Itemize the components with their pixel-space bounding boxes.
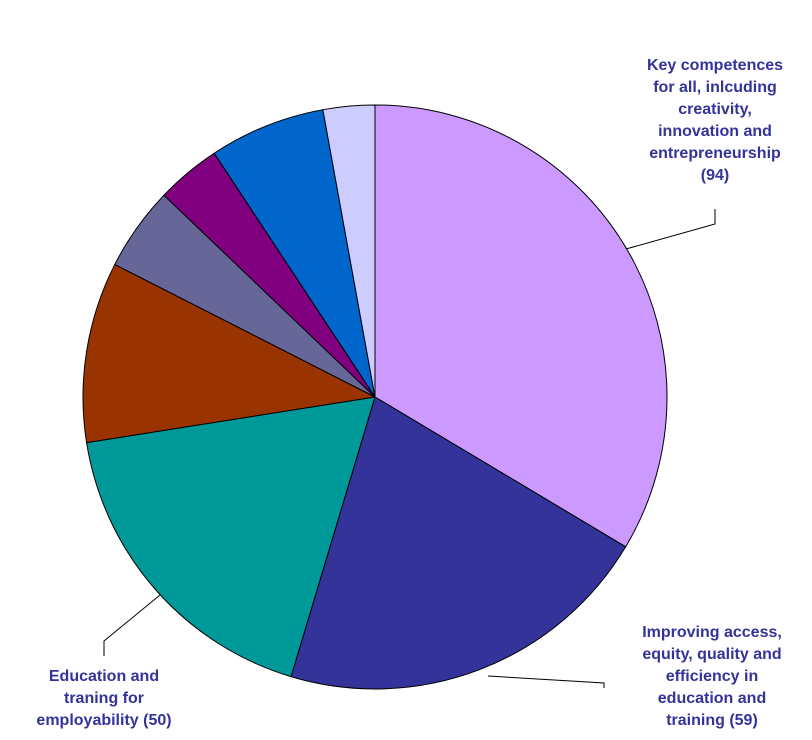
slice-label-line: efficiency in: [666, 668, 758, 685]
slice-label-line: innovation and: [658, 123, 772, 140]
leader-line-3: [103, 594, 161, 656]
slice-label-line: traning for: [64, 690, 144, 707]
slice-label-line: Education and: [49, 668, 159, 685]
pie-slice-7: [213, 109, 376, 398]
slice-label-line: entrepreneurship: [649, 145, 781, 162]
slice-label-1: Key competences for all, inlcuding creativ…: [647, 57, 783, 184]
slice-label-line: for all, inlcuding: [653, 79, 777, 96]
pie-slice-8: [322, 104, 376, 398]
leader-lines: [103, 209, 716, 688]
slice-label-line: employability (50): [36, 712, 171, 729]
leader-line-1: [625, 209, 716, 250]
slice-label-line: training (59): [666, 712, 758, 729]
slice-label-line: (94): [701, 167, 729, 184]
slice-labels: Key competences for all, inlcuding creativ…: [36, 57, 783, 729]
slice-label-3: Education and traning for employability (5…: [36, 668, 171, 729]
slice-label-line: education and: [658, 690, 766, 707]
leader-line-2: [487, 675, 605, 688]
slice-label-line: Key competences: [647, 57, 783, 74]
pie-slice-2: [290, 396, 627, 690]
slice-label-2: Improving access, equity, quality and effi…: [642, 624, 782, 729]
pie-slices: [82, 104, 668, 690]
slice-label-line: equity, quality and: [642, 646, 781, 663]
pie-slice-1: [374, 104, 668, 548]
slice-label-line: creativity,: [678, 101, 752, 118]
pie-slice-3: [86, 396, 376, 678]
pie-slice-4: [82, 263, 377, 444]
slice-label-line: Improving access,: [642, 624, 782, 641]
